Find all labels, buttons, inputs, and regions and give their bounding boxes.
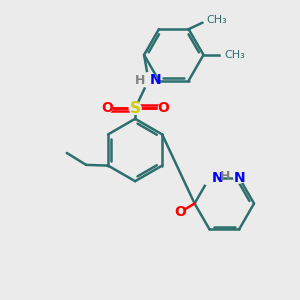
Text: N: N	[150, 73, 162, 87]
Text: S: S	[130, 101, 141, 116]
Circle shape	[203, 19, 206, 22]
Text: O: O	[174, 206, 186, 219]
Circle shape	[234, 172, 244, 183]
Text: H: H	[220, 170, 230, 183]
Circle shape	[158, 103, 168, 113]
Text: CH₃: CH₃	[206, 15, 227, 25]
Circle shape	[141, 73, 156, 88]
Text: N: N	[212, 171, 224, 185]
Text: O: O	[158, 101, 169, 116]
Circle shape	[175, 207, 185, 218]
Text: H: H	[135, 74, 146, 87]
Text: CH₃: CH₃	[224, 50, 245, 60]
Circle shape	[102, 103, 112, 113]
Circle shape	[202, 170, 217, 185]
Text: N: N	[233, 171, 245, 185]
Circle shape	[221, 53, 224, 56]
Text: O: O	[101, 101, 113, 116]
Circle shape	[129, 102, 141, 114]
